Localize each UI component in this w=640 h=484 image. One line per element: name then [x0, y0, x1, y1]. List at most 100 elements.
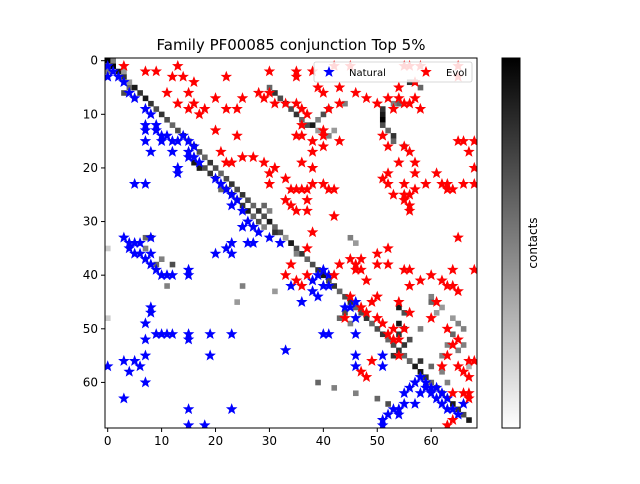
point-natural: [105, 70, 114, 82]
point-natural: [376, 360, 389, 372]
point-evol: [258, 156, 270, 168]
point-evol: [360, 371, 373, 382]
point-natural: [225, 236, 238, 248]
point-evol: [349, 86, 362, 98]
heatmap-cell: [336, 288, 343, 295]
point-natural: [285, 279, 297, 291]
point-natural: [446, 403, 459, 415]
point-natural: [172, 167, 184, 179]
heatmap-cell: [401, 342, 408, 348]
y-tick-label: 40: [83, 268, 98, 282]
legend-label-evol: Evol: [446, 68, 467, 79]
point-evol: [387, 102, 400, 114]
point-natural: [409, 376, 421, 388]
point-evol: [398, 194, 410, 205]
heatmap-cell: [331, 283, 338, 289]
heatmap-cell: [390, 138, 397, 145]
point-evol: [306, 177, 319, 189]
point-evol: [306, 161, 319, 173]
heatmap-cell: [433, 310, 440, 316]
point-natural: [349, 295, 362, 307]
point-evol: [258, 92, 270, 104]
point-evol: [403, 145, 416, 157]
point-evol: [252, 86, 265, 98]
point-natural: [349, 328, 362, 340]
point-natural: [457, 397, 470, 409]
heatmap-cell: [336, 315, 343, 321]
point-evol: [220, 70, 233, 82]
point-natural: [436, 387, 448, 399]
heatmap-cell: [396, 304, 402, 311]
colorbar-gradient: [501, 57, 521, 429]
point-evol: [317, 177, 330, 189]
point-evol: [452, 231, 464, 243]
point-natural: [225, 247, 238, 259]
point-evol: [263, 177, 276, 189]
point-evol: [403, 306, 416, 318]
point-natural: [225, 328, 238, 340]
point-evol: [301, 183, 313, 195]
point-natural: [430, 381, 443, 393]
heatmap-cell: [417, 358, 424, 364]
chart-title: Family PF00085 conjunction Top 5%: [157, 36, 426, 54]
point-evol: [403, 263, 416, 275]
heatmap-cell: [250, 202, 257, 209]
heatmap-cell: [169, 261, 176, 268]
heatmap-cell: [342, 293, 348, 300]
point-natural: [139, 333, 152, 345]
point-evol: [430, 167, 443, 179]
y-tick-label: 60: [83, 375, 98, 389]
point-natural: [134, 236, 146, 248]
point-evol: [409, 92, 421, 104]
point-natural: [414, 387, 427, 399]
point-evol: [452, 360, 464, 372]
point-evol: [209, 92, 222, 104]
heatmap-cell: [401, 310, 408, 316]
point-evol: [312, 81, 324, 93]
point-evol: [382, 258, 394, 270]
point-evol: [463, 371, 475, 382]
point-evol: [371, 258, 384, 270]
heatmap-cell: [450, 315, 456, 321]
legend: Natural Evol: [313, 61, 473, 83]
heatmap-cell: [412, 363, 418, 370]
x-tick-label: 20: [208, 434, 223, 448]
point-evol: [301, 108, 313, 120]
point-natural: [344, 301, 357, 313]
point-evol: [269, 97, 281, 109]
heatmap-cell: [342, 100, 348, 107]
point-evol: [236, 151, 249, 163]
point-natural: [139, 317, 152, 329]
point-evol: [209, 124, 222, 136]
point-evol: [236, 92, 249, 104]
point-evol: [279, 194, 292, 205]
point-natural: [161, 129, 173, 141]
point-natural: [220, 183, 233, 195]
heatmap-cell: [385, 336, 391, 343]
heatmap-cell: [121, 90, 127, 96]
heatmap-cell: [239, 192, 246, 198]
heatmap-cell: [218, 170, 224, 177]
point-evol: [188, 76, 200, 88]
heatmap-cell: [304, 256, 311, 262]
point-natural: [118, 76, 130, 88]
point-evol: [393, 295, 405, 307]
heatmap-cell: [417, 84, 424, 91]
point-natural: [155, 135, 168, 147]
point-evol: [393, 333, 405, 345]
heatmap-cell: [444, 342, 451, 348]
heatmap-cell: [309, 122, 316, 128]
point-evol: [371, 312, 384, 323]
point-evol: [306, 226, 319, 238]
heatmap-cell: [406, 358, 413, 364]
point-evol: [393, 81, 405, 93]
point-evol: [446, 279, 459, 291]
point-natural: [306, 274, 319, 286]
point-natural: [247, 220, 260, 232]
heatmap-cell: [439, 369, 445, 375]
point-natural: [112, 70, 125, 82]
point-natural: [296, 295, 308, 307]
colorbar-label: contacts: [526, 217, 540, 268]
point-evol: [301, 242, 313, 254]
